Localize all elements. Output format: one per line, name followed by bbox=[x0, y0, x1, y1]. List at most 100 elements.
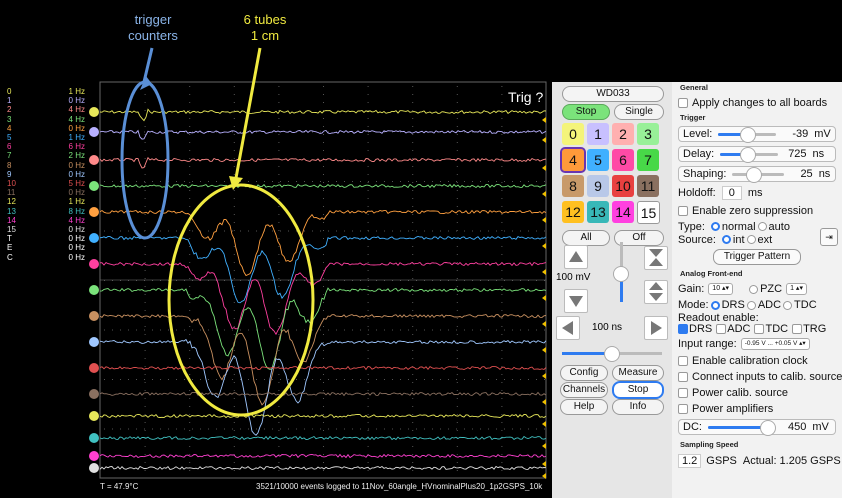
gsps-value[interactable]: 1.2 bbox=[678, 454, 702, 468]
power-calib-option[interactable]: Power calib. source bbox=[672, 385, 842, 401]
radio-int[interactable] bbox=[721, 235, 731, 244]
grid-dot bbox=[432, 280, 433, 281]
readout-trg-checkbox[interactable] bbox=[792, 324, 803, 334]
channel-button-2[interactable]: 2 bbox=[612, 123, 634, 145]
channel-button-6[interactable]: 6 bbox=[612, 149, 634, 171]
holdoff-value[interactable]: 0 bbox=[721, 186, 742, 200]
channels-button[interactable]: Channels bbox=[560, 382, 608, 398]
channel-button-7[interactable]: 7 bbox=[637, 149, 659, 171]
all-channels-button[interactable]: All bbox=[562, 230, 610, 246]
radio-ext[interactable] bbox=[746, 235, 756, 244]
level-slider[interactable] bbox=[718, 126, 777, 143]
channel-button-4[interactable]: 4 bbox=[560, 147, 586, 173]
grid-dot bbox=[488, 181, 489, 182]
grid-dot bbox=[376, 379, 377, 380]
radio-mode-adc[interactable] bbox=[746, 300, 756, 310]
zero-suppression-option[interactable]: Enable zero suppression bbox=[672, 202, 842, 220]
shaping-label: Shaping: bbox=[683, 168, 727, 180]
channel-button-8[interactable]: 8 bbox=[562, 175, 584, 197]
offset-updown-icon[interactable] bbox=[644, 280, 668, 304]
readout-tdc-checkbox[interactable] bbox=[754, 324, 765, 334]
input-range-select[interactable]: -0.95 V ... +0.05 V ▴▾ bbox=[740, 338, 810, 350]
power-amplifiers-option[interactable]: Power amplifiers bbox=[672, 401, 842, 417]
trigger-source-row: Source: int ext bbox=[672, 233, 842, 246]
apply-all-boards-option[interactable]: Apply changes to all boards bbox=[672, 94, 842, 112]
board-selector[interactable]: WD033 bbox=[562, 86, 664, 102]
grid-dot bbox=[456, 430, 458, 431]
grid-dot bbox=[384, 379, 385, 380]
checkbox[interactable] bbox=[678, 404, 688, 414]
channel-button-14[interactable]: 14 bbox=[612, 201, 634, 223]
radio-normal[interactable] bbox=[710, 222, 720, 231]
checkbox[interactable] bbox=[678, 388, 688, 398]
rate-channel-label: 13 bbox=[7, 206, 16, 216]
connect-calib-option[interactable]: Connect inputs to calib. source bbox=[672, 369, 842, 385]
level-value[interactable]: -39 bbox=[792, 128, 809, 140]
trigger-pattern-button[interactable]: Trigger Pattern bbox=[712, 249, 802, 265]
grid-dot bbox=[440, 280, 441, 281]
checkbox[interactable] bbox=[678, 356, 688, 366]
help-button[interactable]: Help bbox=[560, 399, 608, 415]
channel-button-3[interactable]: 3 bbox=[637, 123, 659, 145]
grid-dot bbox=[512, 379, 513, 380]
offset-slider[interactable] bbox=[613, 242, 629, 302]
offset-center-icon[interactable] bbox=[644, 246, 668, 270]
grid-dot bbox=[189, 262, 191, 263]
grid-dot bbox=[456, 118, 458, 119]
volt-down-button[interactable] bbox=[564, 289, 588, 313]
radio-pzc[interactable] bbox=[749, 284, 759, 294]
pzc-select[interactable]: 1 ▴▾ bbox=[786, 283, 807, 295]
grid-dot bbox=[104, 230, 105, 232]
grid-dot bbox=[412, 358, 414, 359]
stop-run-button[interactable]: Stop bbox=[612, 381, 664, 399]
gain-select[interactable]: 10 ▴▾ bbox=[708, 283, 734, 295]
shaping-value[interactable]: 25 bbox=[800, 168, 813, 180]
grid-dot bbox=[176, 428, 177, 430]
checkbox[interactable] bbox=[678, 206, 688, 216]
volt-up-button[interactable] bbox=[564, 245, 588, 269]
checkbox[interactable] bbox=[678, 98, 688, 108]
trigger-edge-icon[interactable]: ⇥ bbox=[820, 228, 838, 246]
channels-off-button[interactable]: Off bbox=[614, 230, 664, 246]
channel-button-9[interactable]: 9 bbox=[587, 175, 609, 197]
radio-mode-tdc[interactable] bbox=[783, 300, 793, 310]
delay-value[interactable]: 725 bbox=[788, 148, 807, 160]
channel-button-10[interactable]: 10 bbox=[612, 175, 634, 197]
grid-dot bbox=[367, 438, 369, 439]
radio-mode-drs[interactable] bbox=[710, 300, 720, 310]
option-label: Power calib. source bbox=[692, 387, 788, 399]
dc-value[interactable]: 450 bbox=[787, 421, 807, 433]
grid-dot bbox=[367, 342, 369, 343]
rate-value: 4 Hz bbox=[68, 215, 85, 225]
grid-dot bbox=[412, 310, 414, 311]
ro-drs-label: DRS bbox=[689, 323, 713, 335]
grid-dot bbox=[232, 131, 233, 133]
single-button[interactable]: Single bbox=[614, 104, 664, 120]
grid-dot bbox=[501, 206, 503, 207]
channel-button-11[interactable]: 11 bbox=[637, 175, 659, 197]
checkbox[interactable] bbox=[678, 372, 688, 382]
info-button[interactable]: Info bbox=[612, 399, 664, 415]
stop-button[interactable]: Stop bbox=[562, 104, 610, 120]
time-right-button[interactable] bbox=[644, 316, 668, 340]
trigger-position-slider[interactable] bbox=[562, 346, 662, 362]
time-left-button[interactable] bbox=[556, 316, 580, 340]
calibration-clock-option[interactable]: Enable calibration clock bbox=[672, 353, 842, 369]
shaping-slider[interactable] bbox=[732, 166, 785, 183]
channel-button-15[interactable]: 15 bbox=[637, 201, 660, 224]
config-button[interactable]: Config bbox=[560, 365, 608, 381]
channel-button-1[interactable]: 1 bbox=[587, 123, 609, 145]
channel-button-12[interactable]: 12 bbox=[562, 201, 584, 223]
delay-slider[interactable] bbox=[720, 146, 779, 163]
dc-slider[interactable] bbox=[707, 419, 776, 436]
readout-adc-checkbox[interactable] bbox=[716, 324, 727, 334]
channel-button-5[interactable]: 5 bbox=[587, 149, 609, 171]
channel-button-13[interactable]: 13 bbox=[587, 201, 609, 223]
measure-button[interactable]: Measure bbox=[612, 365, 664, 381]
readout-drs-checkbox[interactable] bbox=[678, 324, 688, 334]
channel-button-0[interactable]: 0 bbox=[562, 123, 584, 145]
grid-dot bbox=[323, 158, 324, 159]
radio-auto[interactable] bbox=[757, 222, 767, 231]
grid-dot bbox=[501, 302, 503, 303]
rate-value: 0 Hz bbox=[68, 243, 85, 253]
